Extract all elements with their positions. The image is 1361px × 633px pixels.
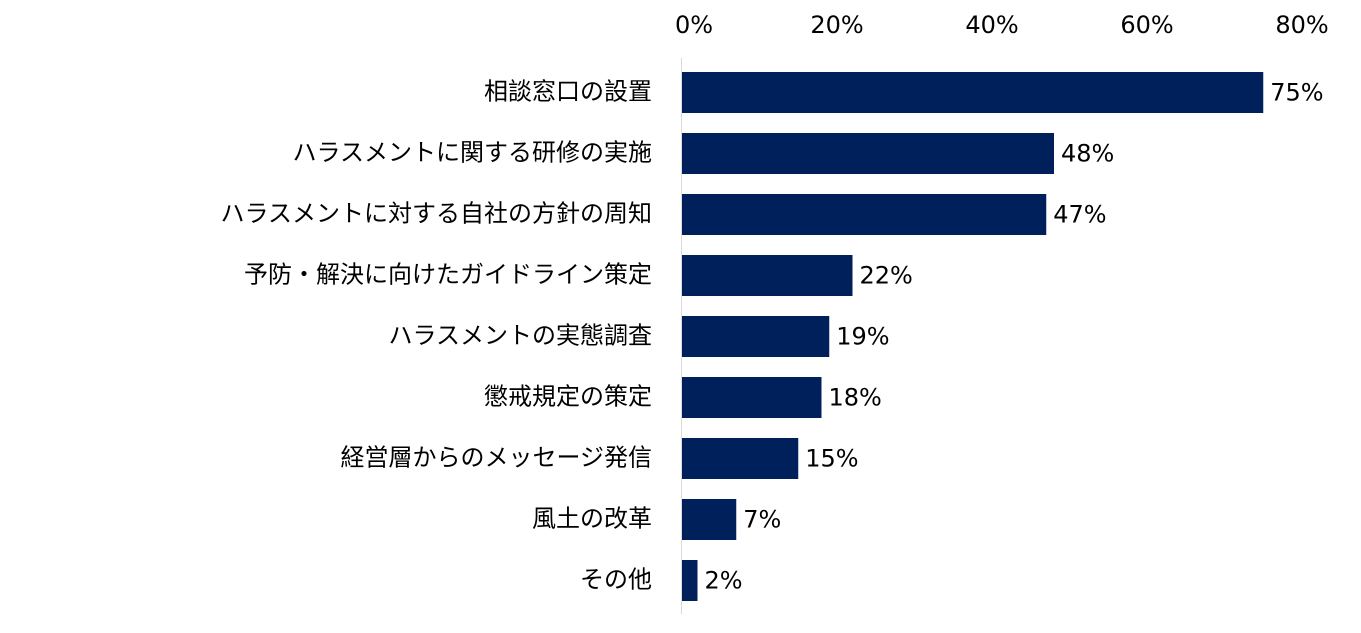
- category-label: その他: [580, 566, 652, 594]
- bar-value-label: 47%: [1053, 201, 1106, 229]
- bar: [682, 255, 853, 296]
- category-label: 相談窓口の設置: [484, 78, 652, 106]
- bar-value-label: 2%: [705, 567, 743, 595]
- bar-value-label: 22%: [860, 262, 913, 290]
- bar-row: 経営層からのメッセージ発信 15%: [340, 438, 859, 479]
- bar-value-label: 75%: [1270, 79, 1323, 107]
- x-tick-label: 40%: [965, 11, 1018, 39]
- bar-row: ハラスメントの実態調査 19%: [388, 316, 890, 357]
- category-label: 懲戒規定の策定: [484, 383, 652, 411]
- category-label: 経営層からのメッセージ発信: [340, 444, 652, 472]
- bar-row: ハラスメントに関する研修の実施 48%: [292, 133, 1114, 174]
- category-label: ハラスメントに対する自社の方針の周知: [220, 200, 652, 228]
- bar: [682, 194, 1047, 235]
- bar-row: 風土の改革 7%: [532, 499, 781, 540]
- bar: [682, 72, 1264, 113]
- category-label: 予防・解決に向けたガイドライン策定: [244, 261, 652, 289]
- bar: [682, 560, 698, 601]
- bar-value-label: 19%: [836, 323, 889, 351]
- category-label: ハラスメントに関する研修の実施: [292, 139, 652, 167]
- x-tick-label: 60%: [1120, 11, 1173, 39]
- bar-value-label: 7%: [743, 506, 781, 534]
- category-label: 風土の改革: [532, 505, 652, 533]
- bar: [682, 499, 737, 540]
- bar-row: その他 2%: [580, 560, 743, 601]
- category-label: ハラスメントの実態調査: [388, 322, 652, 350]
- bar-row: 懲戒規定の策定 18%: [484, 377, 882, 418]
- bar-row: 予防・解決に向けたガイドライン策定 22%: [244, 255, 913, 296]
- bar: [682, 377, 822, 418]
- bar-row: 相談窓口の設置 75%: [484, 72, 1324, 113]
- bar-value-label: 15%: [805, 445, 858, 473]
- x-tick-label: 20%: [810, 11, 863, 39]
- bar-row: ハラスメントに対する自社の方針の周知 47%: [220, 194, 1107, 235]
- x-tick-label: 80%: [1275, 11, 1328, 39]
- x-axis-ticks: 0% 20% 40% 60% 80%: [675, 11, 1329, 39]
- bar-value-label: 48%: [1061, 140, 1114, 168]
- bars-group: 相談窓口の設置 75% ハラスメントに関する研修の実施 48% ハラスメントに対する自社…: [220, 72, 1324, 601]
- bar: [682, 438, 799, 479]
- bar: [682, 316, 830, 357]
- bar: [682, 133, 1054, 174]
- bar-value-label: 18%: [829, 384, 882, 412]
- x-tick-label: 0%: [675, 11, 713, 39]
